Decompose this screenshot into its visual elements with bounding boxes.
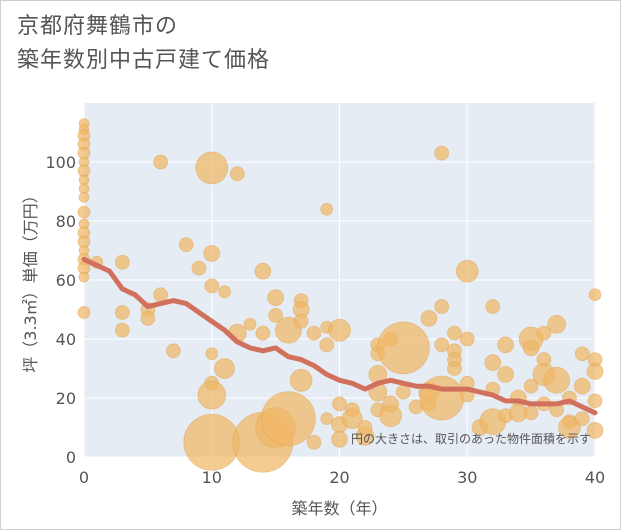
bubble-point	[197, 380, 227, 410]
bubble-point	[573, 377, 591, 395]
bubble-point	[523, 378, 539, 394]
x-tick-label: 20	[329, 468, 349, 487]
bubble-point	[328, 318, 351, 342]
y-tick-label: 80	[56, 212, 76, 231]
bubble-point	[153, 154, 169, 170]
bubble-point	[455, 259, 479, 283]
bubble-point	[319, 337, 335, 353]
bubble-point	[574, 411, 590, 427]
bubble-point	[153, 287, 169, 303]
y-tick-label: 100	[45, 153, 76, 172]
y-tick-label: 40	[56, 330, 76, 349]
bubble-point	[78, 271, 90, 283]
bubble-point	[77, 306, 91, 319]
bubble-point	[254, 262, 272, 280]
x-tick-label: 10	[202, 468, 222, 487]
bubble-point	[587, 393, 603, 409]
bubble-point	[459, 331, 475, 347]
x-tick-label: 30	[457, 468, 477, 487]
bubble-point	[484, 354, 502, 372]
bubble-point	[536, 325, 552, 341]
bubble-size-note: 円の大きさは、取引のあった物件面積を示す	[351, 431, 591, 446]
bubble-point	[419, 375, 465, 421]
bubble-point	[588, 288, 602, 302]
bubble-point	[114, 254, 130, 270]
bubble-point	[243, 317, 257, 331]
bubble-point	[140, 310, 156, 326]
chart-title: 京都府舞鶴市の 築年数別中古戸建て価格	[17, 10, 270, 78]
bubble-point	[447, 361, 462, 376]
bubble-point	[497, 336, 514, 354]
bubble-point	[497, 365, 514, 383]
bubble-point	[77, 205, 91, 219]
bubble-point	[331, 430, 348, 448]
bubble-point	[114, 322, 130, 338]
bubble-point	[183, 413, 241, 471]
bubble-point	[293, 313, 309, 329]
y-tick-label: 0	[66, 448, 76, 467]
bubble-point	[204, 278, 220, 294]
bubble-point	[543, 366, 571, 394]
bubble-point	[195, 151, 229, 185]
chart-title-line-1: 京都府舞鶴市の	[17, 14, 179, 39]
bubble-point	[229, 166, 245, 182]
bubble-point	[255, 325, 271, 341]
bubble-point	[434, 337, 450, 353]
bubble-point	[547, 314, 567, 334]
bubble-point	[306, 325, 322, 341]
axis-ticks: 0 10 20 30 40 0 20 40 60 80 100	[45, 153, 605, 487]
bubble-point	[320, 412, 334, 426]
bubble-point	[523, 405, 539, 421]
x-tick-label: 40	[585, 468, 605, 487]
x-axis-title: 築年数（年）	[291, 499, 387, 518]
bubble-point	[558, 416, 581, 439]
y-tick-label: 60	[56, 271, 76, 290]
bubble-point	[114, 305, 130, 320]
bubble-point	[485, 299, 501, 314]
bubble-point	[205, 347, 219, 361]
bubble-point	[357, 420, 373, 435]
bubble-point	[267, 289, 285, 307]
bubble-point	[574, 346, 590, 362]
trend-line	[81, 256, 598, 416]
bubble-point	[434, 145, 450, 161]
bubble-point	[586, 363, 604, 380]
bubble-point	[218, 285, 231, 299]
bubble-point	[214, 358, 235, 379]
chart-title-line-2: 築年数別中古戸建て価格	[17, 48, 271, 73]
bubble-point	[320, 202, 334, 216]
y-axis-title: 坪（3.3㎡）単価（万円）	[21, 187, 40, 372]
bubble-point	[178, 237, 194, 253]
bubble-point	[289, 368, 313, 392]
bubble-point	[203, 245, 221, 262]
bubble-point	[306, 434, 322, 450]
bubble-point	[382, 395, 400, 413]
bubble-point	[260, 391, 316, 447]
x-tick-label: 0	[79, 468, 89, 487]
bubble-point	[376, 321, 430, 375]
bubble-point	[191, 260, 207, 276]
bubble-point	[332, 396, 347, 412]
y-tick-label: 20	[56, 389, 76, 408]
bubble-point	[78, 191, 90, 203]
bubble-point	[586, 422, 604, 439]
bubble-point	[268, 307, 284, 323]
bubble-point	[341, 408, 363, 430]
bubble-point	[522, 339, 540, 357]
bubble-point	[420, 309, 438, 327]
bubble-point	[395, 384, 411, 400]
bubble-point	[434, 299, 450, 314]
bubble-point	[447, 325, 462, 341]
bubble-point	[166, 343, 181, 359]
